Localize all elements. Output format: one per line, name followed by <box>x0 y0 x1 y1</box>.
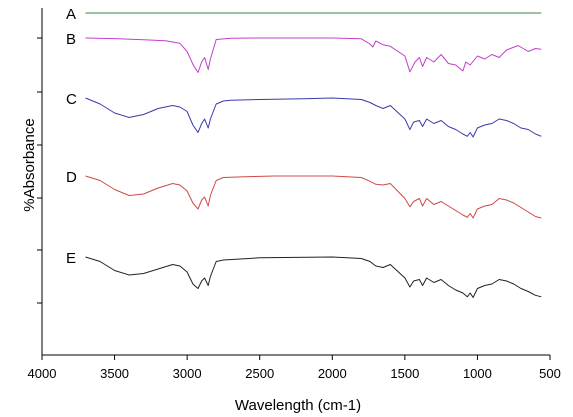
x-tick-label: 4000 <box>28 366 57 381</box>
series-label-b: B <box>66 31 76 48</box>
x-ticks: 4000 3500 3000 2500 2000 1500 1000 500 <box>28 355 561 381</box>
x-tick-label: 3000 <box>173 366 202 381</box>
axes <box>41 8 550 356</box>
series-line-c <box>85 97 542 138</box>
y-axis-label: %Absorbance <box>21 118 38 211</box>
series-label-c: C <box>66 91 77 108</box>
x-tick-label: 2000 <box>318 366 347 381</box>
series-line-b <box>85 37 542 73</box>
series-line-e <box>85 256 542 298</box>
series-label-e: E <box>66 250 76 267</box>
x-tick-label: 3500 <box>100 366 129 381</box>
series-group: AB C D E <box>66 6 542 298</box>
y-ticks <box>37 37 42 304</box>
series-label-d: D <box>66 169 77 186</box>
x-tick-label: 500 <box>539 366 561 381</box>
x-axis-label: Wavelength (cm-1) <box>235 397 361 414</box>
x-tick-label: 1500 <box>390 366 419 381</box>
x-tick-label: 1000 <box>463 366 492 381</box>
x-tick-label: 2500 <box>245 366 274 381</box>
series-label-a: A <box>66 6 76 23</box>
series-line-d <box>85 175 542 219</box>
